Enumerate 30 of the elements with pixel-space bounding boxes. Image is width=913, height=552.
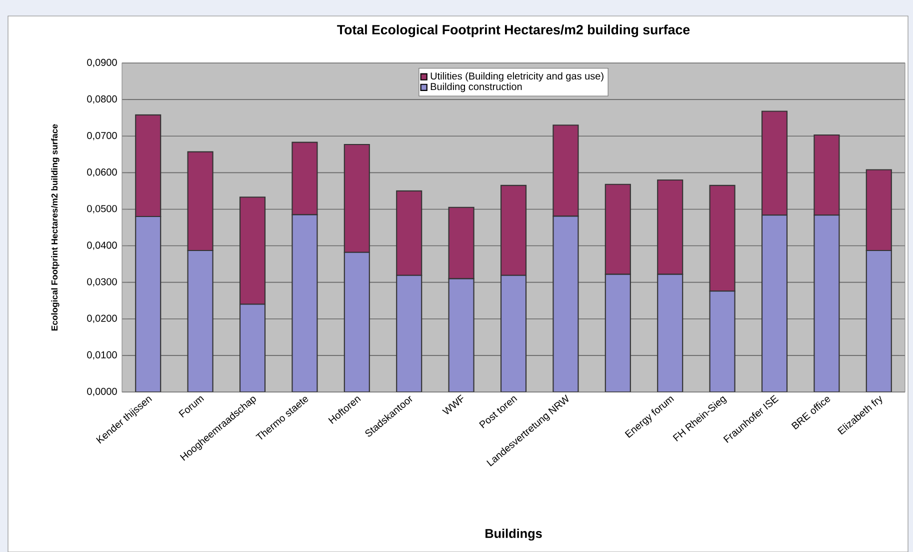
bar <box>761 214 788 392</box>
y-tick-label: 0,0000 <box>87 388 117 396</box>
chart-title: Total Ecological Footprint Hectares/m2 building surface <box>337 24 690 38</box>
bar <box>814 214 840 392</box>
y-tick-label: 0,0300 <box>87 278 117 286</box>
bar <box>709 290 736 392</box>
y-tick-label: 0,0700 <box>87 132 117 140</box>
legend-label: Utilities (Building eletricity and gas use) <box>430 72 604 82</box>
bar <box>292 214 318 392</box>
y-tick-label: 0,0600 <box>87 168 117 177</box>
bar <box>657 274 684 392</box>
x-axis-title: Buildings <box>486 528 542 540</box>
bar <box>448 278 474 392</box>
bar <box>396 274 422 392</box>
bar <box>344 252 370 392</box>
bar <box>239 304 266 392</box>
y-tick-label: 0,0900 <box>87 58 117 68</box>
bar <box>604 274 631 392</box>
y-tick-label: 0,0400 <box>87 242 117 250</box>
bar <box>135 216 162 392</box>
y-tick-label: 0,0800 <box>87 95 117 104</box>
y-tick-label: 0,0200 <box>87 314 117 323</box>
y-tick-label: 0,0100 <box>87 351 117 360</box>
y-tick-label: 0,0500 <box>87 204 117 214</box>
bar <box>866 250 892 392</box>
bar <box>552 216 579 392</box>
bar <box>187 250 214 392</box>
bar <box>500 274 527 392</box>
y-axis-title: Ecological Footprint Hectares/m2 building surface <box>51 124 60 330</box>
legend-label: Building construction <box>430 82 522 92</box>
